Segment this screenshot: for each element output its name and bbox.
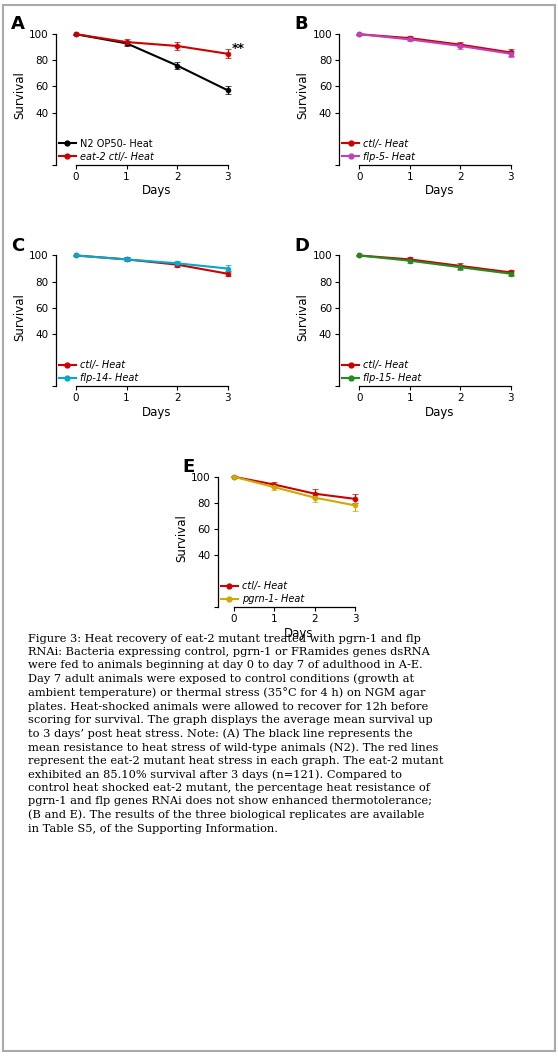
Legend: ctl/- Heat, flp-5- Heat: ctl/- Heat, flp-5- Heat xyxy=(341,138,416,163)
Text: Figure 3: Heat recovery of eat-2 mutant treated with pgrn-1 and flp
RNAi: Bacter: Figure 3: Heat recovery of eat-2 mutant … xyxy=(28,634,444,833)
Y-axis label: Survival: Survival xyxy=(297,72,310,119)
Legend: ctl/- Heat, flp-15- Heat: ctl/- Heat, flp-15- Heat xyxy=(341,359,422,384)
Y-axis label: Survival: Survival xyxy=(175,514,188,562)
Legend: ctl/- Heat, flp-14- Heat: ctl/- Heat, flp-14- Heat xyxy=(57,359,140,384)
X-axis label: Days: Days xyxy=(425,185,455,197)
Text: D: D xyxy=(295,237,310,254)
Y-axis label: Survival: Survival xyxy=(13,293,26,341)
Text: A: A xyxy=(11,16,25,34)
Text: C: C xyxy=(11,237,25,254)
Legend: N2 OP50- Heat, eat-2 ctl/- Heat: N2 OP50- Heat, eat-2 ctl/- Heat xyxy=(57,138,155,163)
Text: B: B xyxy=(295,16,308,34)
X-axis label: Days: Days xyxy=(425,406,455,418)
Y-axis label: Survival: Survival xyxy=(297,293,310,341)
Text: E: E xyxy=(182,458,194,476)
X-axis label: Days: Days xyxy=(284,627,313,640)
Y-axis label: Survival: Survival xyxy=(13,72,26,119)
Text: **: ** xyxy=(232,42,245,55)
X-axis label: Days: Days xyxy=(142,185,172,197)
Legend: ctl/- Heat, pgrn-1- Heat: ctl/- Heat, pgrn-1- Heat xyxy=(219,581,305,605)
X-axis label: Days: Days xyxy=(142,406,172,418)
